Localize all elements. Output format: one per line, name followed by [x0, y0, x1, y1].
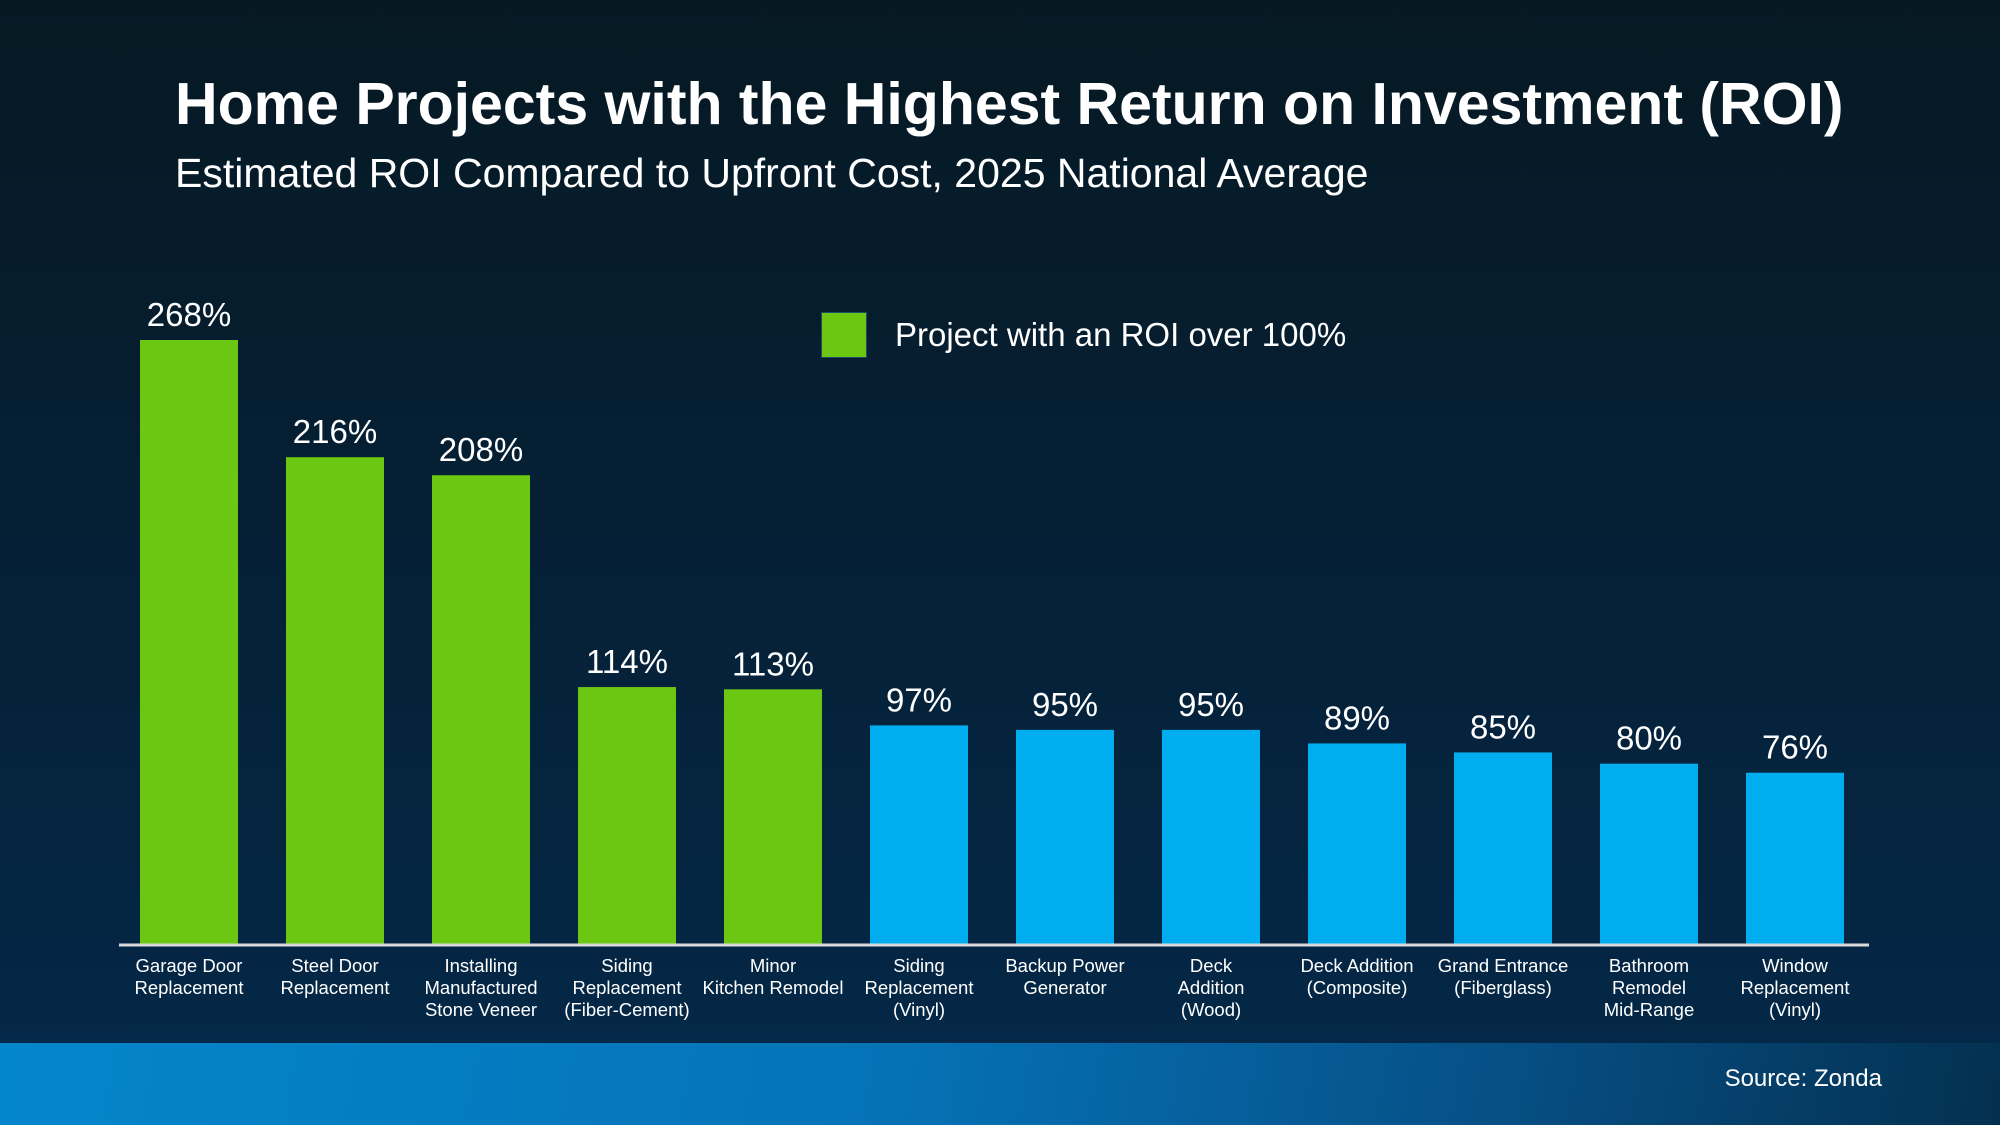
category-label: (Vinyl) — [1769, 999, 1821, 1020]
bar — [1016, 729, 1114, 944]
data-label: 113% — [732, 645, 814, 682]
footer-band: Source: Zonda — [0, 1043, 2000, 1125]
category-label: Manufactured — [424, 977, 537, 998]
category-label: (Vinyl) — [893, 999, 945, 1020]
data-label: 95% — [1178, 686, 1244, 723]
bar — [1746, 772, 1844, 944]
bar — [286, 457, 384, 944]
category-label: Remodel — [1612, 977, 1686, 998]
bar — [140, 340, 238, 944]
data-label: 89% — [1324, 699, 1390, 736]
category-label: Stone Veneer — [425, 999, 537, 1020]
chart-title: Home Projects with the Highest Return on… — [175, 71, 1844, 137]
category-label: Grand Entrance — [1438, 955, 1569, 976]
bar — [724, 689, 822, 944]
legend-label: Project with an ROI over 100% — [895, 316, 1347, 353]
legend-swatch-green — [821, 312, 867, 358]
data-label: 76% — [1762, 729, 1828, 766]
chart-subtitle: Estimated ROI Compared to Upfront Cost, … — [175, 150, 1369, 196]
data-label: 97% — [886, 681, 952, 718]
category-label: Minor — [750, 955, 796, 976]
category-label: Replacement — [1740, 977, 1849, 998]
category-label: Bathroom — [1609, 955, 1689, 976]
bar — [1600, 763, 1698, 944]
category-label: Backup Power — [1005, 955, 1124, 976]
data-label: 85% — [1470, 708, 1536, 745]
category-label: Deck — [1190, 955, 1233, 976]
data-label: 208% — [439, 431, 523, 468]
data-label: 95% — [1032, 686, 1098, 723]
category-label: Window — [1762, 955, 1828, 976]
category-label: Addition — [1178, 977, 1245, 998]
category-label: Steel Door — [291, 955, 378, 976]
category-label: Replacement — [280, 977, 389, 998]
bar — [1162, 729, 1260, 944]
category-label: (Wood) — [1181, 999, 1241, 1020]
data-label: 216% — [293, 413, 377, 450]
category-label: Replacement — [134, 977, 243, 998]
source-note: Source: Zonda — [1724, 1065, 1882, 1092]
legend: Project with an ROI over 100% — [821, 312, 1346, 358]
category-label: Kitchen Remodel — [703, 977, 844, 998]
category-label: Replacement — [864, 977, 973, 998]
category-label: (Fiber-Cement) — [564, 999, 689, 1020]
category-label: (Composite) — [1307, 977, 1408, 998]
bar — [1454, 752, 1552, 944]
category-label: Replacement — [572, 977, 681, 998]
bar — [578, 687, 676, 944]
data-label: 268% — [147, 296, 231, 333]
bar — [432, 475, 530, 944]
category-label: Siding — [893, 955, 944, 976]
bar — [1308, 743, 1406, 944]
category-label: (Fiberglass) — [1454, 977, 1552, 998]
category-label: Installing — [444, 955, 517, 976]
data-label: 80% — [1616, 720, 1682, 757]
category-label: Siding — [601, 955, 652, 976]
category-label: Garage Door — [136, 955, 243, 976]
data-label: 114% — [586, 643, 668, 680]
bar — [870, 725, 968, 944]
category-label: Generator — [1023, 977, 1106, 998]
category-label: Mid-Range — [1604, 999, 1695, 1020]
category-label: Deck Addition — [1300, 955, 1413, 976]
